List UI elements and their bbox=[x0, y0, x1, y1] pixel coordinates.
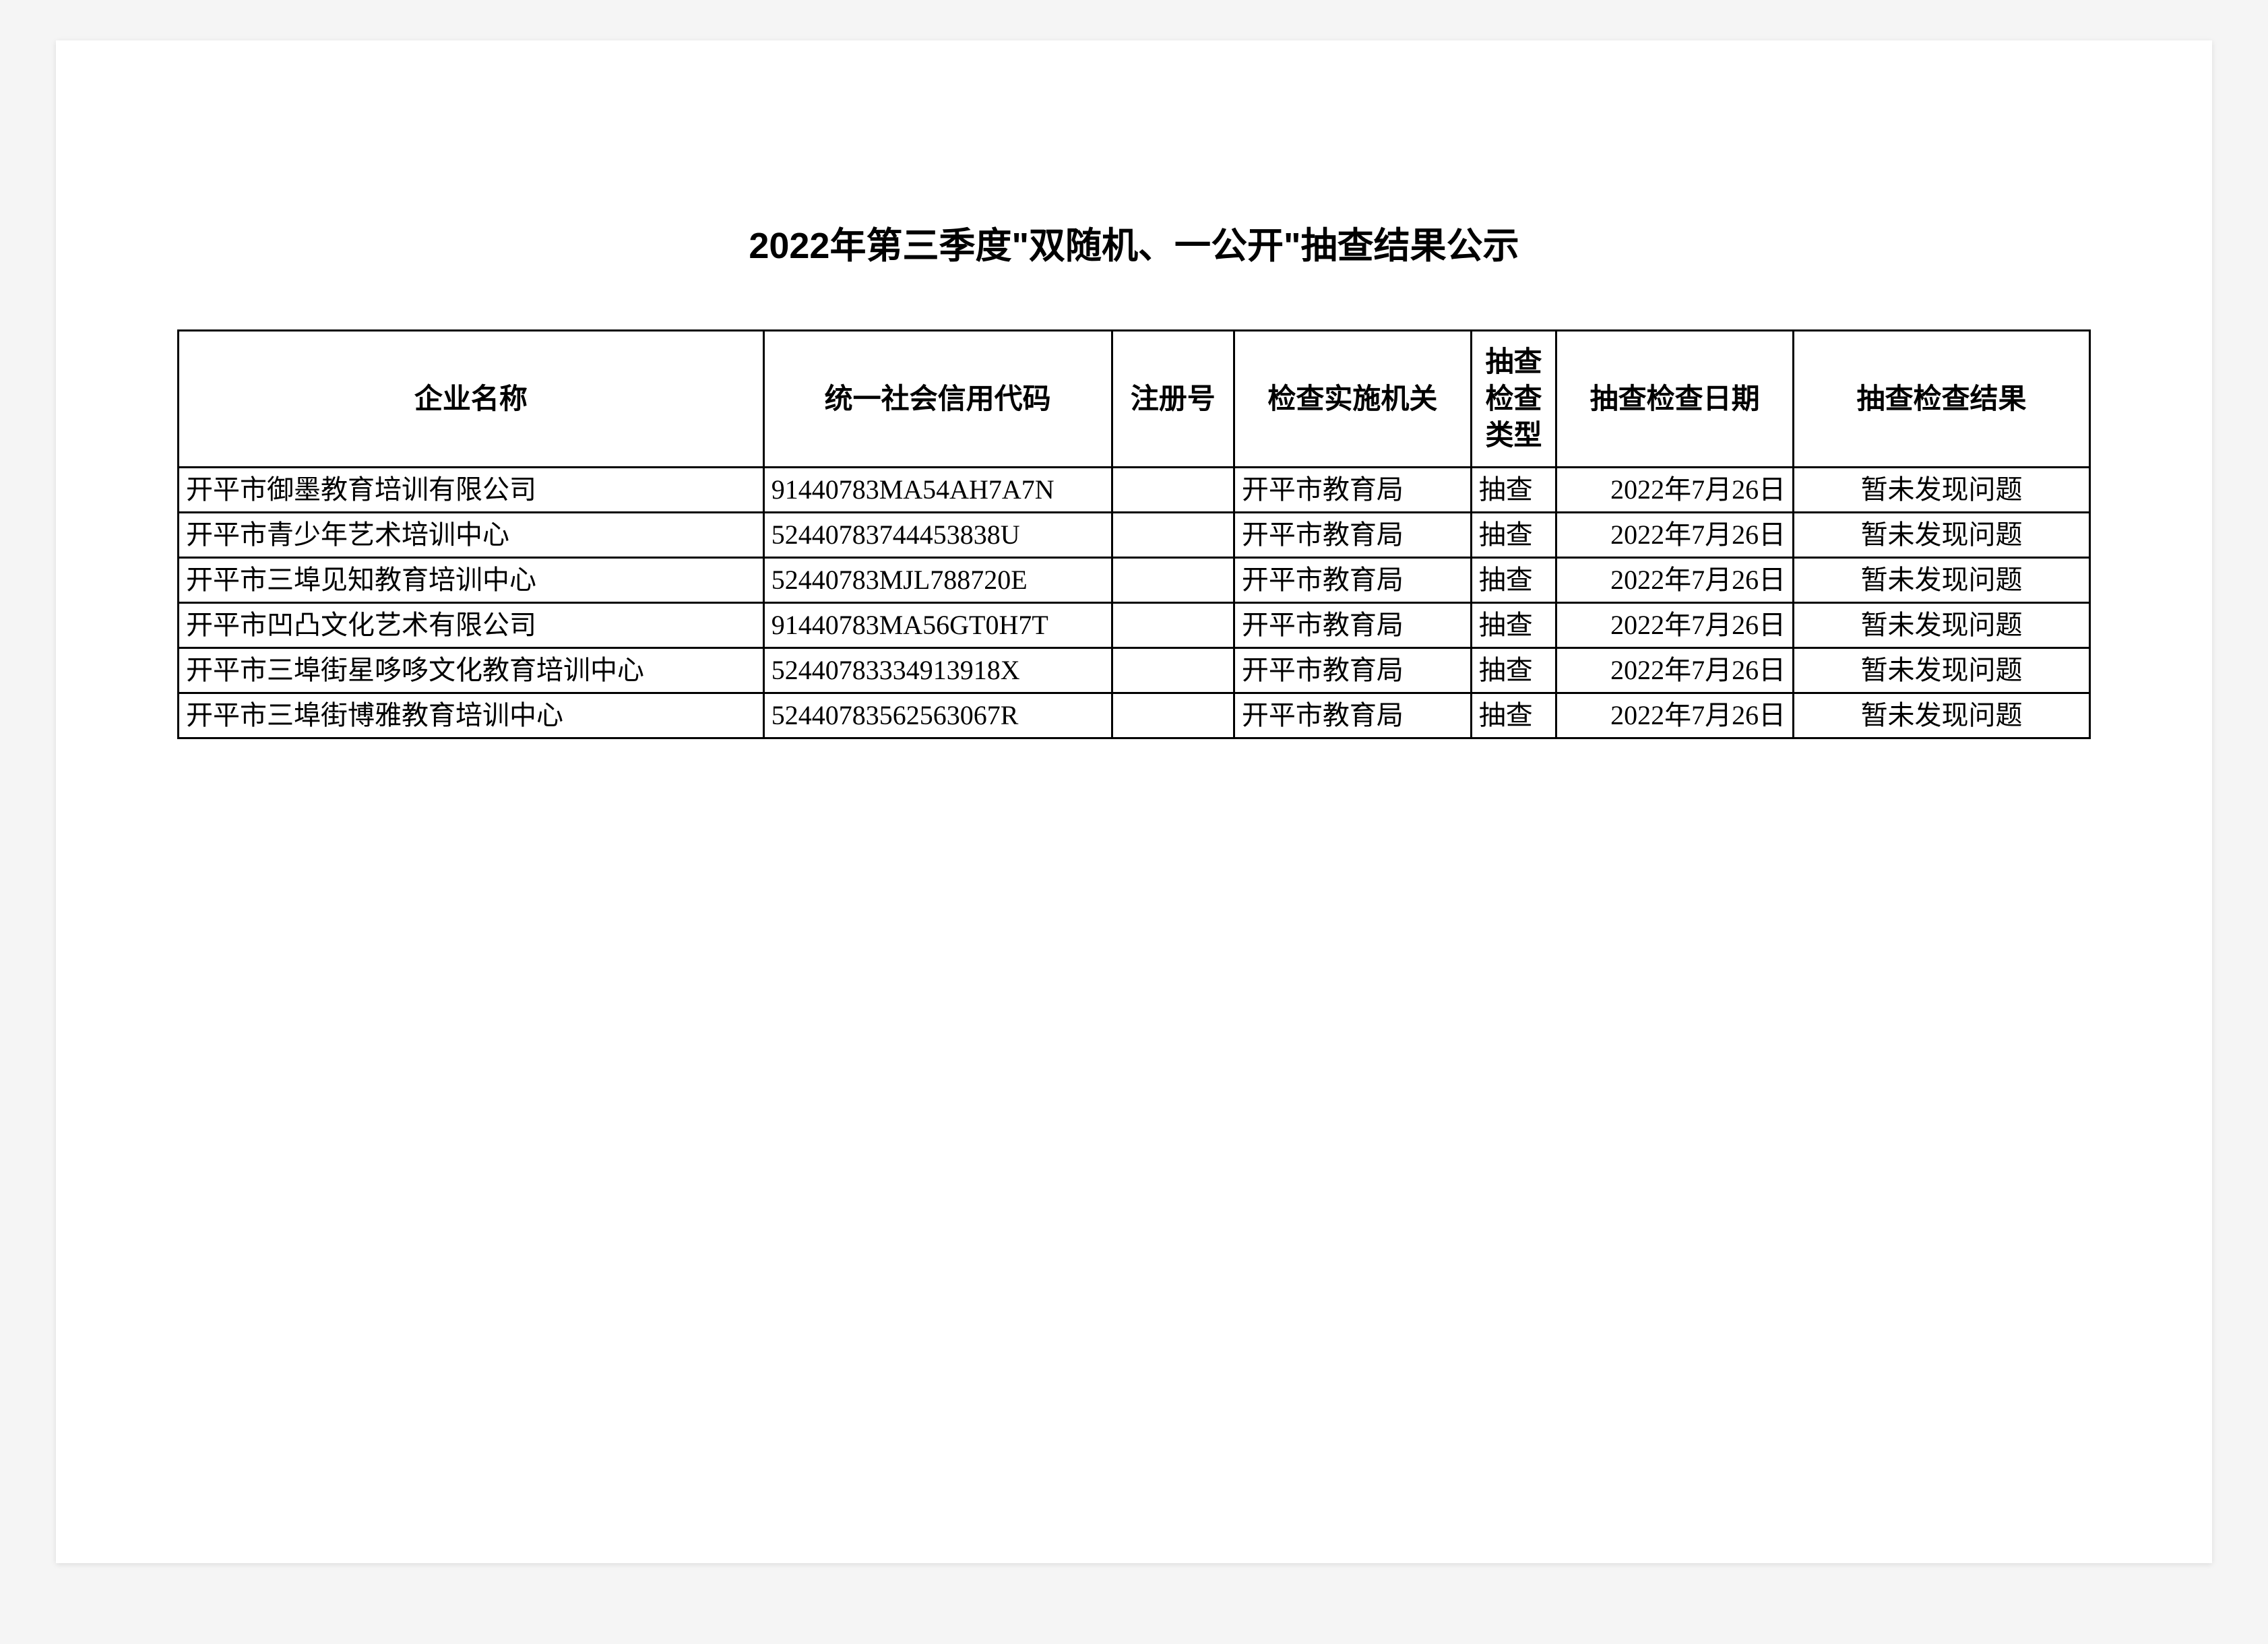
cell-inspection-type: 抽查 bbox=[1471, 647, 1556, 693]
cell-inspection-result: 暂未发现问题 bbox=[1794, 602, 2090, 647]
table-header: 企业名称 统一社会信用代码 注册号 检查实施机关 抽查检查类型 抽查检查日期 抽… bbox=[179, 331, 2090, 468]
cell-registration-number bbox=[1112, 557, 1234, 602]
cell-inspection-agency: 开平市教育局 bbox=[1234, 512, 1471, 557]
cell-company-name: 开平市凹凸文化艺术有限公司 bbox=[179, 602, 764, 647]
cell-company-name: 开平市御墨教育培训有限公司 bbox=[179, 467, 764, 512]
cell-inspection-agency: 开平市教育局 bbox=[1234, 557, 1471, 602]
table-row: 开平市青少年艺术培训中心52440783744453838U 开平市教育局抽查20… bbox=[179, 512, 2090, 557]
cell-inspection-result: 暂未发现问题 bbox=[1794, 557, 2090, 602]
cell-inspection-date: 2022年7月26日 bbox=[1556, 557, 1794, 602]
col-header-name: 企业名称 bbox=[179, 331, 764, 468]
cell-inspection-agency: 开平市教育局 bbox=[1234, 467, 1471, 512]
cell-inspection-date: 2022年7月26日 bbox=[1556, 602, 1794, 647]
cell-inspection-type: 抽查 bbox=[1471, 467, 1556, 512]
cell-credit-code: 52440783744453838U bbox=[763, 512, 1112, 557]
table-row: 开平市凹凸文化艺术有限公司91440783MA56GT0H7T 开平市教育局抽查2… bbox=[179, 602, 2090, 647]
cell-inspection-agency: 开平市教育局 bbox=[1234, 693, 1471, 738]
cell-inspection-result: 暂未发现问题 bbox=[1794, 647, 2090, 693]
cell-credit-code: 91440783MA54AH7A7N bbox=[763, 467, 1112, 512]
inspection-results-table: 企业名称 统一社会信用代码 注册号 检查实施机关 抽查检查类型 抽查检查日期 抽… bbox=[177, 329, 2091, 739]
document-title: 2022年第三季度"双随机、一公开"抽查结果公示 bbox=[177, 216, 2091, 269]
cell-registration-number bbox=[1112, 467, 1234, 512]
cell-company-name: 开平市三埠见知教育培训中心 bbox=[179, 557, 764, 602]
col-header-date: 抽查检查日期 bbox=[1556, 331, 1794, 468]
cell-inspection-date: 2022年7月26日 bbox=[1556, 693, 1794, 738]
cell-company-name: 开平市三埠街星哆哆文化教育培训中心 bbox=[179, 647, 764, 693]
cell-inspection-agency: 开平市教育局 bbox=[1234, 602, 1471, 647]
col-header-type: 抽查检查类型 bbox=[1471, 331, 1556, 468]
table-row: 开平市三埠街博雅教育培训中心52440783562563067R 开平市教育局抽查… bbox=[179, 693, 2090, 738]
cell-inspection-type: 抽查 bbox=[1471, 602, 1556, 647]
cell-inspection-result: 暂未发现问题 bbox=[1794, 467, 2090, 512]
table-row: 开平市三埠街星哆哆文化教育培训中心52440783334913918X 开平市教育… bbox=[179, 647, 2090, 693]
table-body: 开平市御墨教育培训有限公司91440783MA54AH7A7N开平市教育局抽查2… bbox=[179, 467, 2090, 738]
cell-inspection-result: 暂未发现问题 bbox=[1794, 512, 2090, 557]
table-header-row: 企业名称 统一社会信用代码 注册号 检查实施机关 抽查检查类型 抽查检查日期 抽… bbox=[179, 331, 2090, 468]
cell-inspection-result: 暂未发现问题 bbox=[1794, 693, 2090, 738]
cell-inspection-date: 2022年7月26日 bbox=[1556, 467, 1794, 512]
cell-inspection-type: 抽查 bbox=[1471, 557, 1556, 602]
cell-company-name: 开平市三埠街博雅教育培训中心 bbox=[179, 693, 764, 738]
document-page: 2022年第三季度"双随机、一公开"抽查结果公示 企业名称 统一社会信用代码 注… bbox=[56, 40, 2212, 1563]
cell-credit-code: 52440783562563067R bbox=[763, 693, 1112, 738]
table-row: 开平市御墨教育培训有限公司91440783MA54AH7A7N 开平市教育局抽查2… bbox=[179, 467, 2090, 512]
cell-inspection-date: 2022年7月26日 bbox=[1556, 647, 1794, 693]
cell-company-name: 开平市青少年艺术培训中心 bbox=[179, 512, 764, 557]
cell-credit-code: 52440783MJL788720E bbox=[763, 557, 1112, 602]
cell-inspection-type: 抽查 bbox=[1471, 693, 1556, 738]
cell-inspection-type: 抽查 bbox=[1471, 512, 1556, 557]
cell-registration-number bbox=[1112, 647, 1234, 693]
cell-credit-code: 52440783334913918X bbox=[763, 647, 1112, 693]
cell-credit-code: 91440783MA56GT0H7T bbox=[763, 602, 1112, 647]
col-header-result: 抽查检查结果 bbox=[1794, 331, 2090, 468]
col-header-reg: 注册号 bbox=[1112, 331, 1234, 468]
table-row: 开平市三埠见知教育培训中心52440783MJL788720E 开平市教育局抽查2… bbox=[179, 557, 2090, 602]
col-header-code: 统一社会信用代码 bbox=[763, 331, 1112, 468]
cell-inspection-date: 2022年7月26日 bbox=[1556, 512, 1794, 557]
cell-registration-number bbox=[1112, 512, 1234, 557]
col-header-agency: 检查实施机关 bbox=[1234, 331, 1471, 468]
cell-registration-number bbox=[1112, 602, 1234, 647]
cell-inspection-agency: 开平市教育局 bbox=[1234, 647, 1471, 693]
cell-registration-number bbox=[1112, 693, 1234, 738]
